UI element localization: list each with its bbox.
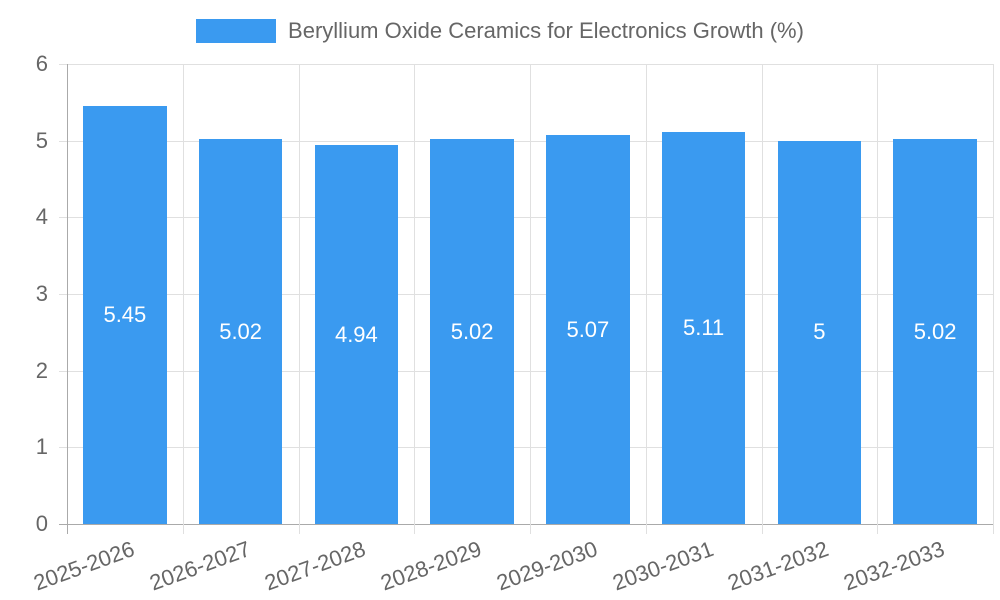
legend-swatch [196,19,277,43]
bar-value-label: 5.07 [566,316,610,342]
bar[interactable] [777,140,862,524]
bar[interactable] [661,132,746,524]
bar[interactable] [198,139,283,524]
bar-value-label: 5.02 [450,318,494,344]
legend[interactable]: Beryllium Oxide Ceramics for Electronics… [0,18,1000,44]
y-tick-label: 6 [35,51,48,76]
bar-value-label: 5.11 [683,315,725,341]
bar-value-label: 5 [813,319,826,345]
bar-value-label: 5.45 [103,302,147,328]
y-tick-label: 2 [35,357,48,383]
y-tick-label: 4 [35,204,48,230]
legend-label: Beryllium Oxide Ceramics for Electronics… [288,18,804,43]
bar[interactable] [314,145,399,524]
y-tick-label: 0 [35,511,48,536]
y-tick-label: 5 [35,127,48,153]
y-tick-label: 1 [35,434,48,460]
bar[interactable] [546,135,630,524]
bar[interactable] [83,106,167,524]
y-tick-label: 3 [35,281,48,306]
bar[interactable] [430,139,514,524]
bar[interactable] [893,139,977,524]
bar-value-label: 4.94 [334,321,378,347]
bar-value-label: 5.02 [913,318,957,344]
bar-value-label: 5.02 [219,318,263,344]
